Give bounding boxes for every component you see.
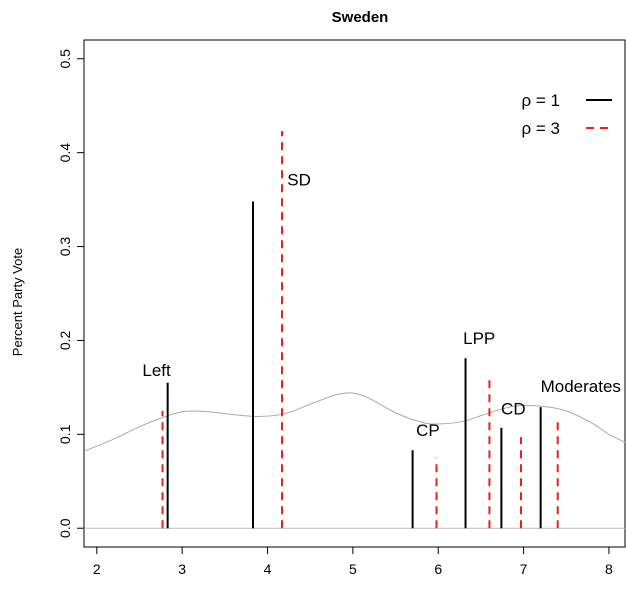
party-label: SD <box>287 171 311 190</box>
density-curve <box>84 392 626 452</box>
y-tick-label: 0.4 <box>57 143 73 163</box>
y-tick-label: 0.5 <box>57 49 73 69</box>
legend-label: ρ = 3 <box>522 119 561 138</box>
x-tick-label: 6 <box>434 561 442 577</box>
y-tick-label: 0.2 <box>57 331 73 351</box>
y-tick-label: 0.0 <box>57 518 73 538</box>
party-label: Left <box>142 361 171 380</box>
x-tick-label: 3 <box>178 561 186 577</box>
y-axis-title: Percent Party Vote <box>10 248 25 356</box>
x-tick-label: 2 <box>93 561 101 577</box>
x-tick-label: 8 <box>605 561 613 577</box>
party-label: Moderates <box>541 377 621 396</box>
plot-frame <box>83 39 626 548</box>
y-tick-label: 0.1 <box>57 424 73 444</box>
party-label: LPP <box>463 329 495 348</box>
party-label: CD <box>501 400 526 419</box>
x-tick-label: 5 <box>349 561 357 577</box>
x-tick-label: 4 <box>264 561 272 577</box>
legend-label: ρ = 1 <box>522 91 561 110</box>
party-label: CP <box>416 421 440 440</box>
chart-title: Sweden <box>332 9 389 26</box>
x-tick-label: 7 <box>520 561 528 577</box>
plot-area: 2 3 4 5 6 7 8 0.0 0.1 0.2 0.3 0.4 0.5 Left SD CP LPP CD Mo… <box>57 39 626 577</box>
y-tick-label: 0.3 <box>57 237 73 257</box>
